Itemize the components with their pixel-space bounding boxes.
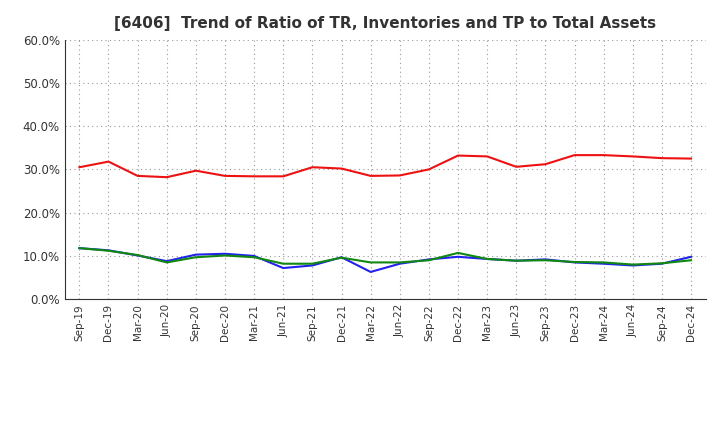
Trade Receivables xyxy=(629,154,637,159)
Trade Receivables xyxy=(75,165,84,170)
Inventories xyxy=(133,253,142,258)
Trade Payables xyxy=(279,261,287,266)
Trade Receivables xyxy=(192,168,200,173)
Trade Payables xyxy=(483,257,492,262)
Inventories xyxy=(75,246,84,251)
Inventories xyxy=(570,260,579,265)
Inventories xyxy=(629,263,637,268)
Trade Receivables xyxy=(395,173,404,178)
Inventories xyxy=(366,269,375,275)
Trade Payables xyxy=(454,250,462,256)
Trade Payables xyxy=(599,260,608,265)
Line: Inventories: Inventories xyxy=(79,248,691,272)
Trade Payables xyxy=(366,260,375,265)
Trade Payables xyxy=(220,253,229,258)
Trade Payables xyxy=(541,258,550,263)
Trade Payables xyxy=(75,246,84,251)
Trade Payables xyxy=(192,255,200,260)
Inventories xyxy=(250,253,258,259)
Trade Payables xyxy=(687,258,696,263)
Trade Payables xyxy=(163,260,171,265)
Inventories xyxy=(163,258,171,264)
Inventories xyxy=(395,261,404,266)
Inventories xyxy=(599,261,608,266)
Trade Receivables xyxy=(541,161,550,167)
Inventories xyxy=(104,248,113,253)
Trade Receivables xyxy=(220,173,229,179)
Trade Receivables xyxy=(279,174,287,179)
Trade Payables xyxy=(250,255,258,260)
Inventories xyxy=(454,254,462,260)
Trade Receivables xyxy=(308,165,317,170)
Inventories xyxy=(425,257,433,262)
Inventories xyxy=(687,254,696,260)
Trade Receivables xyxy=(163,175,171,180)
Line: Trade Receivables: Trade Receivables xyxy=(79,155,691,177)
Line: Trade Payables: Trade Payables xyxy=(79,248,691,264)
Trade Payables xyxy=(425,258,433,263)
Trade Receivables xyxy=(425,167,433,172)
Trade Payables xyxy=(657,260,666,266)
Trade Receivables xyxy=(337,166,346,171)
Trade Payables xyxy=(629,262,637,267)
Inventories xyxy=(308,263,317,268)
Inventories xyxy=(279,265,287,271)
Inventories xyxy=(220,251,229,257)
Trade Payables xyxy=(395,260,404,265)
Trade Receivables xyxy=(483,154,492,159)
Trade Receivables xyxy=(657,155,666,161)
Inventories xyxy=(337,255,346,260)
Inventories xyxy=(657,261,666,266)
Trade Receivables xyxy=(599,153,608,158)
Inventories xyxy=(192,252,200,257)
Trade Receivables xyxy=(104,159,113,164)
Trade Receivables xyxy=(512,164,521,169)
Trade Payables xyxy=(133,253,142,258)
Trade Receivables xyxy=(687,156,696,161)
Trade Payables xyxy=(512,258,521,263)
Title: [6406]  Trend of Ratio of TR, Inventories and TP to Total Assets: [6406] Trend of Ratio of TR, Inventories… xyxy=(114,16,656,32)
Trade Payables xyxy=(337,255,346,260)
Trade Receivables xyxy=(250,174,258,179)
Inventories xyxy=(512,258,521,263)
Trade Receivables xyxy=(366,173,375,179)
Trade Receivables xyxy=(570,153,579,158)
Trade Receivables xyxy=(133,173,142,179)
Trade Payables xyxy=(104,248,113,253)
Trade Payables xyxy=(570,259,579,264)
Inventories xyxy=(541,257,550,262)
Trade Payables xyxy=(308,261,317,266)
Inventories xyxy=(483,257,492,262)
Trade Receivables xyxy=(454,153,462,158)
